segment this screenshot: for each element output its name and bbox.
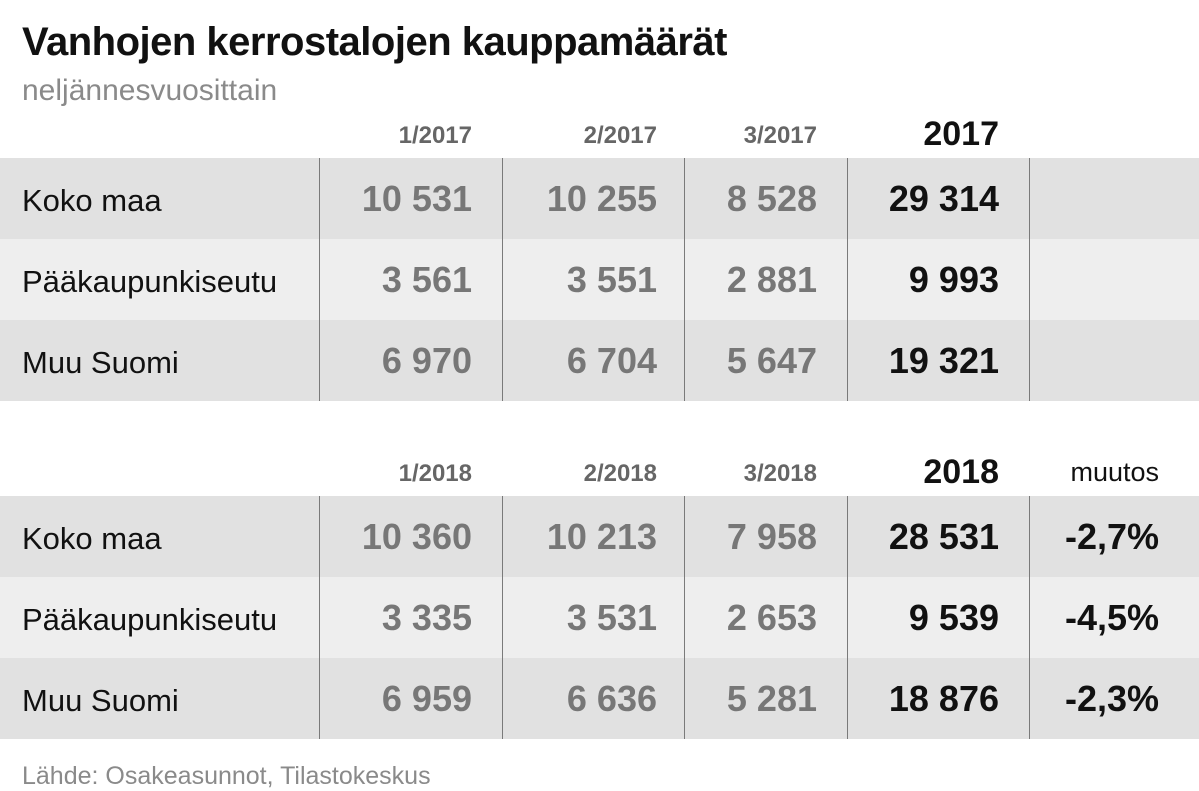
change-column-header: muutos [1070, 457, 1159, 487]
column-divider [847, 496, 848, 739]
table-2018: 1/2018 2/2018 3/2018 2018 muutos Koko maa 10 3… [0, 453, 1199, 739]
chart-title: Vanhojen kerrostalojen kauppamäärät [22, 20, 727, 64]
column-divider [684, 496, 685, 739]
change-value: -2,3% [1064, 678, 1159, 719]
quarter-column-header: 3/2017 [743, 122, 817, 149]
quarter-value: 3 335 [381, 597, 472, 638]
table-header-row: 1/2018 2/2018 3/2018 2018 muutos [0, 453, 1199, 496]
column-divider [1029, 496, 1030, 739]
quarter-column-header: 2/2018 [583, 460, 657, 487]
year-total-value: 28 531 [888, 516, 999, 557]
row-label: Muu Suomi [22, 683, 179, 718]
quarter-column-header: 2/2017 [583, 122, 657, 149]
quarter-value: 10 360 [361, 516, 472, 557]
quarter-value: 10 531 [361, 178, 472, 219]
quarter-value: 3 531 [566, 597, 657, 638]
year-total-value: 9 539 [908, 597, 999, 638]
source-note: Lähde: Osakeasunnot, Tilastokeskus [22, 762, 431, 790]
year-column-header: 2018 [923, 453, 999, 491]
quarter-column-header: 1/2017 [398, 122, 472, 149]
quarter-value: 5 281 [726, 678, 817, 719]
column-divider [502, 496, 503, 739]
change-value: -4,5% [1064, 597, 1159, 638]
table-row: Pääkaupunkiseutu 3 561 3 551 2 881 9 993 [0, 239, 1199, 320]
quarter-value: 10 255 [546, 178, 657, 219]
quarter-value: 8 528 [726, 178, 817, 219]
quarter-value: 3 551 [566, 259, 657, 300]
table-row: Koko maa 10 531 10 255 8 528 29 314 [0, 158, 1199, 239]
quarter-column-header: 3/2018 [743, 460, 817, 487]
row-label: Koko maa [22, 521, 162, 556]
row-label: Pääkaupunkiseutu [22, 602, 278, 637]
year-column-header: 2017 [923, 115, 999, 153]
column-divider [319, 496, 320, 739]
quarter-value: 3 561 [381, 259, 472, 300]
table-2017: 1/2017 2/2017 3/2017 2017 Koko maa 10 531 10 2… [0, 115, 1199, 401]
quarter-value: 2 653 [726, 597, 817, 638]
column-divider [684, 158, 685, 401]
quarter-value: 6 970 [381, 340, 472, 381]
table-header-row: 1/2017 2/2017 3/2017 2017 [0, 115, 1199, 158]
row-label: Pääkaupunkiseutu [22, 264, 278, 299]
row-label: Koko maa [22, 183, 162, 218]
column-divider [502, 158, 503, 401]
quarter-value: 10 213 [546, 516, 657, 557]
quarter-value: 7 958 [726, 516, 817, 557]
table-row: Muu Suomi 6 970 6 704 5 647 19 321 [0, 320, 1199, 401]
chart-subtitle: neljännesvuosittain [22, 74, 278, 107]
table-row: Koko maa 10 360 10 213 7 958 28 531 -2,7% [0, 496, 1199, 577]
row-label: Muu Suomi [22, 345, 179, 380]
quarter-value: 6 959 [381, 678, 472, 719]
year-total-value: 18 876 [888, 678, 999, 719]
year-total-value: 9 993 [908, 259, 999, 300]
column-divider [847, 158, 848, 401]
column-divider [1029, 158, 1030, 401]
column-divider [319, 158, 320, 401]
table-row: Pääkaupunkiseutu 3 335 3 531 2 653 9 539 -4,5… [0, 577, 1199, 658]
quarter-value: 6 704 [566, 340, 657, 381]
quarter-value: 5 647 [726, 340, 817, 381]
quarter-column-header: 1/2018 [398, 460, 472, 487]
quarter-value: 6 636 [566, 678, 657, 719]
change-value: -2,7% [1064, 516, 1159, 557]
quarter-value: 2 881 [726, 259, 817, 300]
year-total-value: 19 321 [888, 340, 999, 381]
year-total-value: 29 314 [888, 178, 999, 219]
table-row: Muu Suomi 6 959 6 636 5 281 18 876 -2,3% [0, 658, 1199, 739]
